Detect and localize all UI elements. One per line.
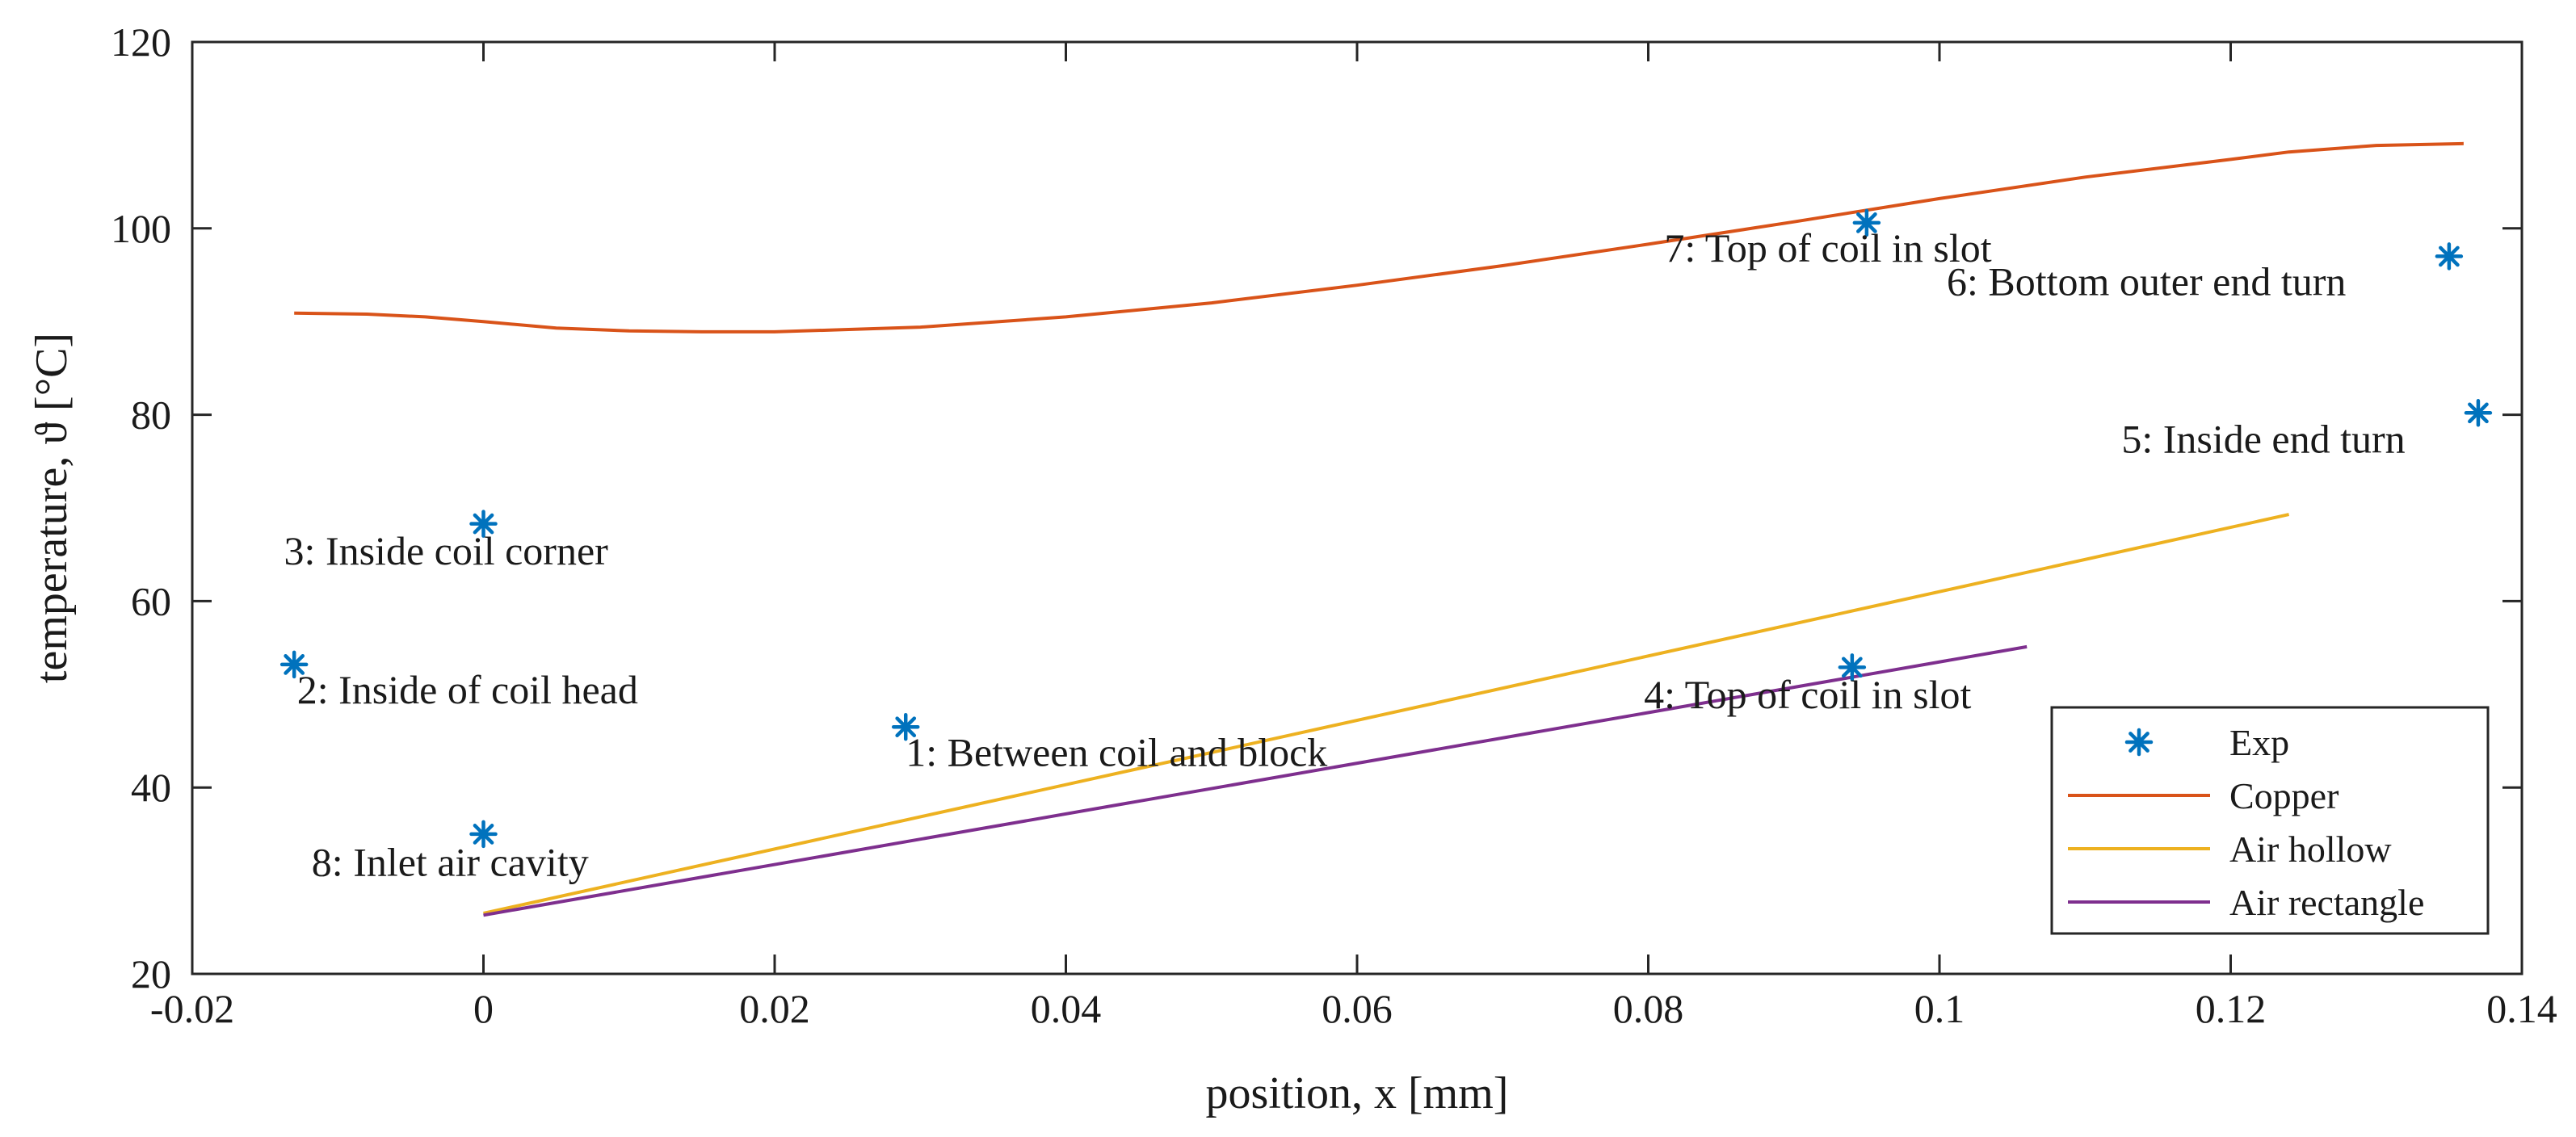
exp-point-6 bbox=[2435, 242, 2464, 271]
series-line-copper bbox=[294, 141, 2464, 334]
exp-point-7 bbox=[1852, 208, 1881, 237]
legend-item-copper: Copper bbox=[2068, 775, 2339, 816]
exp-point-5 bbox=[2464, 399, 2493, 427]
x-tick-label: 0.04 bbox=[1031, 986, 1102, 1031]
annotation-7: 7: Top of coil in slot bbox=[1664, 225, 1991, 271]
x-tick-label: 0.06 bbox=[1322, 986, 1393, 1031]
legend: Exp Copper Air hollow Air rectangle bbox=[2050, 706, 2490, 935]
annotation-8: 8: Inlet air cavity bbox=[312, 840, 589, 885]
x-tick-label: 0.12 bbox=[2196, 986, 2267, 1031]
x-tick-label: 0.02 bbox=[739, 986, 810, 1031]
series-line-air-rectangle bbox=[483, 644, 2028, 917]
annotation-layer: 1: Between coil and block 2: Inside of co… bbox=[284, 225, 2406, 884]
y-tick-label: 100 bbox=[111, 206, 171, 251]
legend-label-air-hollow: Air hollow bbox=[2229, 829, 2392, 870]
series-line-air-hollow bbox=[483, 513, 2290, 915]
exp-point-1 bbox=[891, 712, 920, 741]
x-tick-label: 0 bbox=[473, 986, 494, 1031]
marker-layer bbox=[279, 208, 2493, 849]
annotation-2: 2: Inside of coil head bbox=[297, 667, 638, 712]
exp-point-4 bbox=[1838, 653, 1867, 682]
annotation-3: 3: Inside coil corner bbox=[284, 528, 609, 573]
legend-item-exp: Exp bbox=[2124, 722, 2289, 763]
y-tick-label: 60 bbox=[131, 578, 171, 623]
legend-label-copper: Copper bbox=[2229, 775, 2339, 816]
legend-items: Exp Copper Air hollow Air rectangle bbox=[2068, 722, 2424, 923]
exp-point-3 bbox=[469, 510, 498, 538]
legend-label-exp: Exp bbox=[2229, 722, 2289, 763]
x-tick-label: -0.02 bbox=[150, 986, 234, 1031]
legend-marker-exp bbox=[2124, 728, 2154, 757]
exp-point-8 bbox=[469, 820, 498, 849]
exp-point-2 bbox=[279, 650, 309, 679]
legend-item-air-hollow: Air hollow bbox=[2068, 829, 2392, 870]
axes-layer: -0.02 0 0.02 0.04 0.06 0.08 0.1 0.12 0.14 20 40 60 8… bbox=[111, 19, 2557, 1031]
legend-box bbox=[2050, 706, 2490, 935]
x-tick-label: 0.14 bbox=[2486, 986, 2557, 1031]
y-tick-label: 120 bbox=[111, 19, 171, 65]
y-axis-label: temperature, ϑ [°C] bbox=[27, 333, 77, 683]
annotation-4: 4: Top of coil in slot bbox=[1644, 672, 1971, 717]
x-axis-label: position, x [mm] bbox=[1206, 1068, 1509, 1118]
annotation-6: 6: Bottom outer end turn bbox=[1947, 259, 2346, 304]
y-tick-label: 80 bbox=[131, 392, 171, 438]
legend-label-air-rectangle: Air rectangle bbox=[2229, 882, 2424, 923]
x-tick-label: 0.1 bbox=[1914, 986, 1965, 1031]
x-tick-label: 0.08 bbox=[1613, 986, 1684, 1031]
legend-item-air-rectangle: Air rectangle bbox=[2068, 882, 2424, 923]
y-tick-label: 40 bbox=[131, 765, 171, 810]
annotation-1: 1: Between coil and block bbox=[906, 729, 1327, 774]
series-layer bbox=[294, 141, 2464, 917]
y-tick-label: 20 bbox=[131, 951, 171, 996]
annotation-5: 5: Inside end turn bbox=[2121, 417, 2405, 462]
